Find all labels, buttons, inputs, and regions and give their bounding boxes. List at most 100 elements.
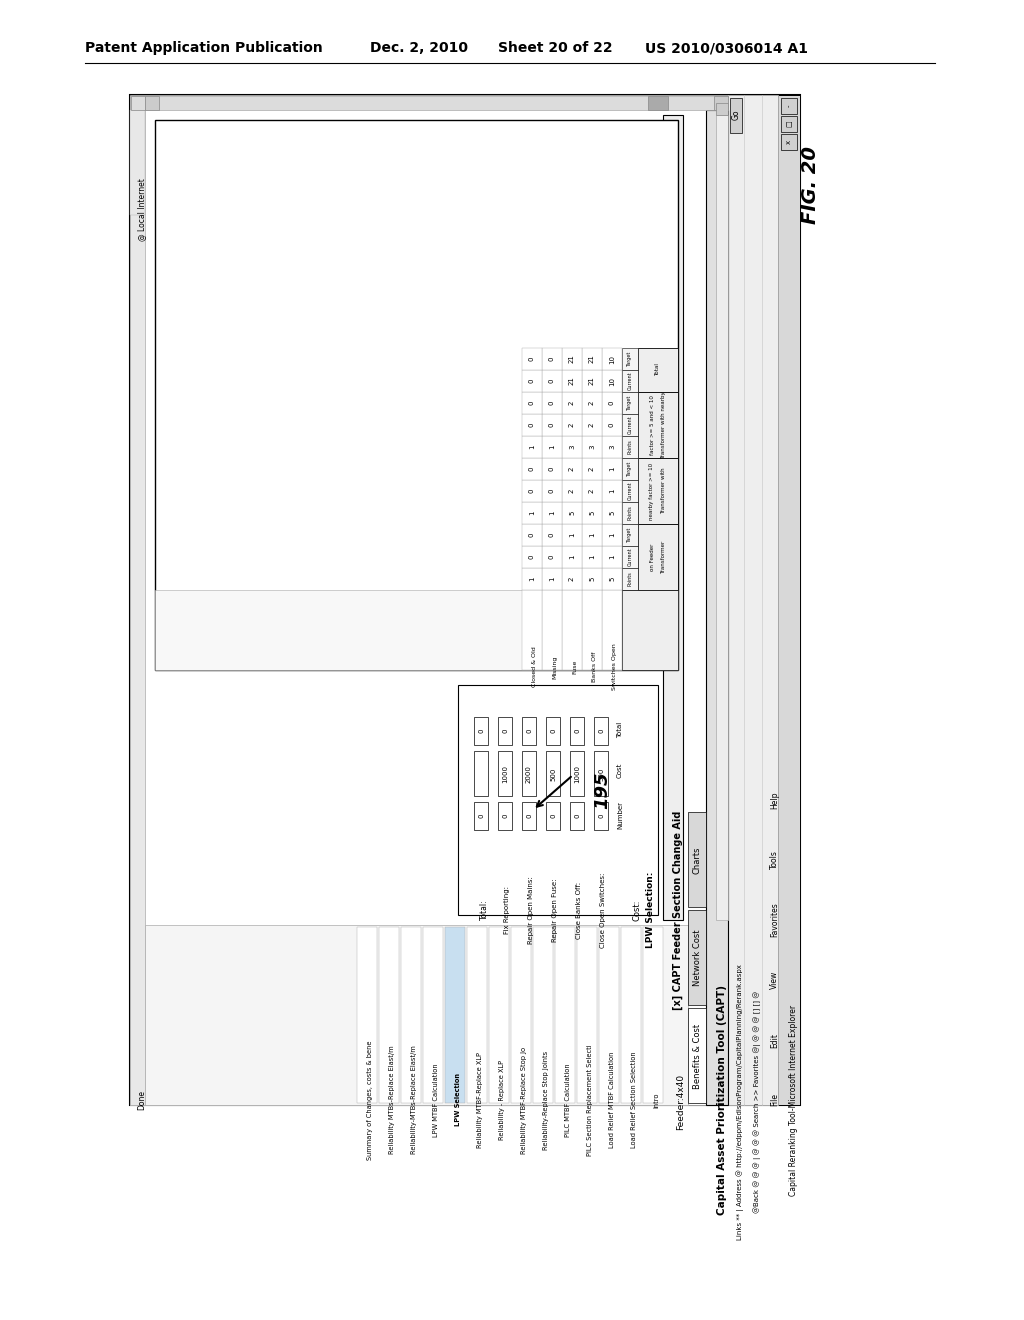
Text: factor >= 5 and < 10: factor >= 5 and < 10 (649, 395, 654, 455)
Text: Capital Asset Prioritization Tool (CAPT): Capital Asset Prioritization Tool (CAPT) (717, 985, 727, 1214)
Bar (622, 480, 638, 502)
Text: Benefits & Cost: Benefits & Cost (692, 1023, 701, 1089)
Bar (602, 392, 622, 414)
Text: 2: 2 (569, 488, 575, 494)
Text: 0: 0 (609, 401, 615, 405)
Text: 3: 3 (589, 445, 595, 449)
Bar (542, 524, 562, 546)
Bar (401, 927, 421, 1104)
Text: Patent Application Publication: Patent Application Publication (85, 41, 323, 55)
Text: 1: 1 (609, 533, 615, 537)
Bar (522, 524, 542, 546)
Bar (688, 1008, 706, 1104)
Bar (582, 414, 602, 436)
Bar (781, 116, 797, 132)
Bar (638, 524, 678, 590)
Text: US 2010/0306014 A1: US 2010/0306014 A1 (645, 41, 808, 55)
Text: Target: Target (628, 461, 633, 477)
Text: 10: 10 (609, 355, 615, 363)
Bar (546, 803, 560, 830)
Bar (582, 502, 602, 524)
Text: 0: 0 (609, 422, 615, 428)
Text: Sheet 20 of 22: Sheet 20 of 22 (498, 41, 612, 55)
Bar (570, 751, 584, 796)
Text: Transformer with nearby: Transformer with nearby (662, 391, 667, 459)
Text: Total: Total (655, 363, 660, 376)
Bar (582, 568, 602, 590)
Bar (602, 590, 622, 671)
Bar (622, 546, 638, 568)
Bar (778, 95, 800, 1105)
Text: 1: 1 (549, 511, 555, 515)
Text: 3: 3 (609, 445, 615, 449)
Bar (582, 546, 602, 568)
Bar (542, 502, 562, 524)
Bar (582, 590, 602, 671)
Text: Banks Off: Banks Off (592, 652, 597, 682)
Text: 0: 0 (549, 533, 555, 537)
Text: Reliability-Replace Stop Joints: Reliability-Replace Stop Joints (543, 1051, 549, 1150)
Bar (423, 927, 443, 1104)
Text: 0: 0 (529, 533, 535, 537)
Text: 2: 2 (589, 488, 595, 494)
Bar (582, 370, 602, 392)
Text: Points: Points (628, 506, 633, 520)
Text: Current: Current (628, 548, 633, 566)
Text: 1: 1 (549, 445, 555, 449)
Bar (582, 458, 602, 480)
Text: 195: 195 (593, 771, 611, 809)
Bar (379, 927, 399, 1104)
Bar (498, 803, 512, 830)
Bar (638, 458, 678, 524)
Bar (730, 98, 742, 133)
Bar (542, 590, 562, 671)
Text: 2: 2 (589, 422, 595, 428)
Text: Help: Help (770, 791, 779, 809)
Text: 0: 0 (549, 356, 555, 362)
Text: Number: Number (617, 801, 623, 829)
Text: Closed & Old: Closed & Old (532, 647, 537, 688)
Text: -: - (786, 104, 792, 107)
Bar (498, 717, 512, 744)
Text: 5: 5 (609, 511, 615, 515)
Text: Done: Done (137, 1090, 146, 1110)
Bar (688, 812, 706, 907)
Text: 1: 1 (609, 488, 615, 494)
Bar (562, 348, 582, 370)
Text: Points: Points (628, 440, 633, 454)
Text: 1: 1 (569, 533, 575, 537)
Text: 0: 0 (549, 379, 555, 383)
Text: Transformer with: Transformer with (662, 467, 667, 515)
Text: Current: Current (628, 416, 633, 434)
Bar (534, 927, 553, 1104)
Bar (781, 135, 797, 150)
Bar (599, 927, 618, 1104)
Bar (622, 370, 638, 392)
Text: 1: 1 (529, 445, 535, 449)
Bar (542, 392, 562, 414)
Text: Total: Total (617, 722, 623, 738)
Bar (716, 115, 728, 920)
Text: Target: Target (628, 351, 633, 367)
Text: Reliability MTBs-Replace Elast/m: Reliability MTBs-Replace Elast/m (389, 1045, 395, 1154)
Bar (542, 568, 562, 590)
Bar (728, 95, 744, 1105)
Text: 0: 0 (526, 729, 532, 733)
Bar (638, 392, 678, 458)
Text: Capital Reranking Tool-Microsoft Internet Explorer: Capital Reranking Tool-Microsoft Interne… (790, 1005, 798, 1196)
Bar (562, 546, 582, 568)
Bar (562, 502, 582, 524)
Bar (594, 803, 608, 830)
Bar (474, 717, 488, 744)
Bar (542, 546, 562, 568)
Bar (130, 95, 728, 1105)
Text: Tools: Tools (770, 850, 779, 870)
Bar (555, 927, 575, 1104)
Text: 21: 21 (589, 376, 595, 385)
Text: Target: Target (628, 395, 633, 411)
Bar (562, 414, 582, 436)
Text: 0: 0 (549, 554, 555, 560)
Text: PILC Section Replacement Selecti: PILC Section Replacement Selecti (587, 1044, 593, 1156)
Bar (522, 751, 536, 796)
Text: Network Cost: Network Cost (692, 929, 701, 986)
